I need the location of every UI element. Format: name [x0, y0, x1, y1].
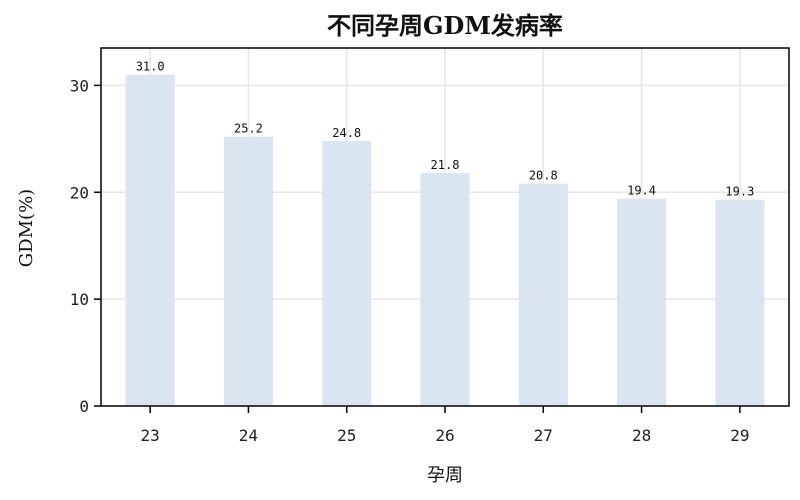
chart-title: 不同孕周GDM发病率 — [327, 11, 563, 40]
x-tick-label: 29 — [730, 426, 749, 445]
data-label-week-25: 24.8 — [332, 126, 361, 140]
x-tick-label: 26 — [435, 426, 454, 445]
x-tick-label: 28 — [632, 426, 651, 445]
data-label-week-27: 20.8 — [529, 169, 558, 183]
data-label-week-24: 25.2 — [234, 122, 263, 136]
tick-layer: 0 10 20 30 23 24 25 26 27 28 29 — [70, 76, 750, 445]
data-label-week-28: 19.4 — [627, 184, 656, 198]
data-label-week-23: 31.0 — [136, 60, 165, 74]
y-tick-label: 10 — [70, 290, 89, 309]
bar-week-29 — [715, 199, 765, 406]
bar-week-23 — [125, 74, 175, 406]
y-tick-label: 20 — [70, 183, 89, 202]
x-tick-label: 24 — [239, 426, 258, 445]
data-label-week-29: 19.3 — [725, 185, 754, 199]
y-tick-label: 30 — [70, 76, 89, 95]
x-tick-label: 23 — [141, 426, 160, 445]
y-axis-label: GDM(%) — [16, 189, 37, 267]
bar-week-28 — [617, 198, 667, 406]
y-tick-label: 0 — [79, 397, 89, 416]
bar-week-27 — [518, 183, 568, 406]
bar-layer — [125, 74, 765, 407]
data-label-layer: 31.0 25.2 24.8 21.8 20.8 19.4 19.3 — [136, 60, 755, 199]
x-tick-label: 27 — [534, 426, 553, 445]
x-axis-label: 孕周 — [427, 465, 463, 486]
x-tick-label: 25 — [337, 426, 356, 445]
bar-week-26 — [420, 173, 470, 406]
data-label-week-26: 21.8 — [431, 158, 460, 172]
bar-week-25 — [322, 140, 372, 406]
bar-week-24 — [223, 136, 273, 407]
